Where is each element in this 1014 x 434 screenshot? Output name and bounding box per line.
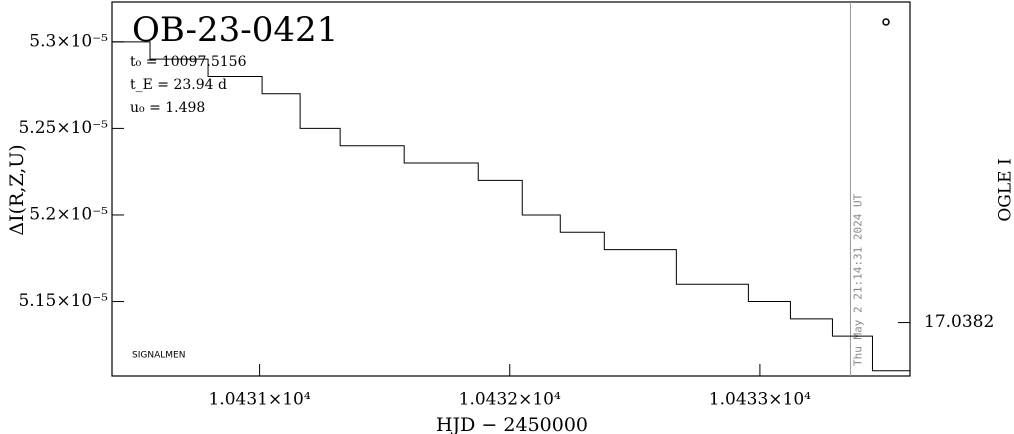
plot-frame <box>111 1 911 377</box>
y2-axis-label: OGLE I <box>996 158 1014 221</box>
param: t₀ = 10097.5156 <box>130 54 247 70</box>
chart-title: OB-23-0421 <box>132 10 338 50</box>
x-axis-label: HJD − 2450000 <box>436 414 588 434</box>
footnote: SIGNALMEN <box>132 351 185 361</box>
y-tick-label: 5.15×10⁻⁵ <box>18 291 108 311</box>
param: u₀ = 1.498 <box>130 100 205 116</box>
x-tick-label: 1.0432×10⁴ <box>459 390 561 410</box>
y2-tick-label: 17.0382 <box>924 312 994 332</box>
y-tick-label: 5.3×10⁻⁵ <box>29 31 108 51</box>
step-line <box>112 41 910 372</box>
x-tick-label: 1.0433×10⁴ <box>709 390 811 410</box>
marker-symbol <box>882 18 890 26</box>
y-tick-label: 5.25×10⁻⁵ <box>18 118 108 138</box>
y-tick-label: 5.2×10⁻⁵ <box>29 204 108 224</box>
param: t_E = 23.94 d <box>130 77 227 93</box>
timestamp: Thu May 2 21:14:31 2024 UT <box>851 193 864 366</box>
x-tick-label: 1.0431×10⁴ <box>208 390 310 410</box>
y-axis-label: ΔI(R,Z,U) <box>6 144 28 235</box>
